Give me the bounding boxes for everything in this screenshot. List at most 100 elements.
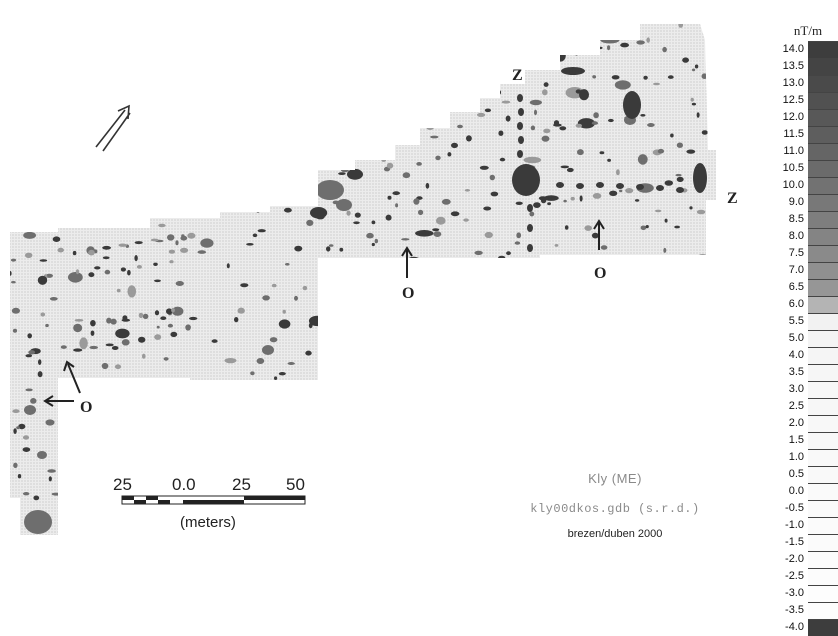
legend-value: 10.0 (782, 179, 804, 191)
anomaly-speck (40, 178, 45, 182)
anomaly-speck (62, 488, 75, 497)
anomaly-speck (686, 333, 692, 339)
anomaly-speck (644, 322, 659, 330)
anomaly-speck (418, 209, 424, 216)
anomaly-speck (169, 203, 174, 208)
anomaly-speck (691, 102, 697, 106)
anomaly-speck (208, 489, 216, 494)
anomaly-speck (166, 308, 173, 315)
anomaly-speck (63, 482, 67, 486)
anomaly-speck (155, 405, 165, 414)
anomaly-speck (615, 375, 625, 380)
anomaly-speck (328, 244, 334, 247)
anomaly-speck (419, 41, 428, 44)
anomaly-speck (646, 375, 653, 380)
anomaly-speck (274, 376, 278, 381)
anomaly-speck (331, 286, 339, 291)
anomaly-speck (265, 64, 269, 70)
anomaly-speck (27, 333, 32, 339)
anomaly-speck (650, 358, 663, 369)
legend-entry: 8.5 (770, 211, 838, 228)
anomaly-speck (89, 345, 98, 350)
anomaly-speck (88, 47, 93, 52)
anomaly-speck (301, 84, 308, 90)
anomaly-speck (464, 189, 471, 192)
anomaly-speck (542, 89, 548, 96)
anomaly-speck (117, 169, 124, 176)
anomaly-speck (187, 166, 194, 169)
anomaly-speck (667, 75, 674, 79)
anomaly-speck (705, 383, 711, 389)
anomaly-speck (549, 490, 567, 499)
anomaly-speck (192, 380, 200, 383)
anomaly-speck (180, 454, 185, 460)
anomaly-speck (60, 197, 66, 204)
anomaly-speck (358, 136, 366, 139)
anomaly-speck (211, 339, 218, 343)
scale-tick-3: 50 (286, 475, 305, 494)
anomaly-speck (465, 468, 472, 475)
anomaly-speck (72, 171, 77, 178)
anomaly-speck (448, 292, 457, 299)
anomaly-speck (447, 400, 456, 407)
anomaly-speck (608, 118, 614, 123)
anomaly-speck (286, 468, 294, 475)
anomaly-speck (569, 416, 575, 422)
anomaly-speck (149, 165, 155, 170)
anomaly-speck (114, 40, 120, 43)
anomaly-speck (311, 57, 320, 62)
anomaly-speck (664, 180, 673, 186)
anomaly-speck (140, 474, 146, 479)
anomaly-speck (445, 458, 450, 465)
anomaly-speck (505, 354, 514, 358)
anomaly-speck (170, 174, 175, 178)
anomaly-speck (401, 422, 406, 425)
anomaly-speck (693, 254, 712, 267)
anomaly-speck (514, 241, 521, 245)
anomaly-speck (632, 398, 642, 405)
anomaly-speck (363, 512, 369, 516)
anomaly-speck (430, 135, 439, 139)
legend-swatch (808, 449, 838, 466)
anomaly-speck (255, 460, 259, 466)
anomaly-speck (111, 346, 119, 350)
anomaly-speck (160, 41, 169, 46)
anomaly-speck (431, 120, 435, 126)
anomaly-speck (267, 133, 276, 136)
anomaly-speck (84, 97, 92, 102)
anomaly-speck (702, 355, 710, 361)
anomaly-speck (689, 408, 695, 413)
anomaly-speck (101, 101, 115, 114)
anomaly-speck (585, 414, 591, 420)
anomaly-speck (74, 462, 93, 469)
anomaly-speck (681, 284, 694, 291)
anomaly-speck (498, 255, 506, 260)
anomaly-speck (212, 174, 219, 180)
anomaly-speck (252, 233, 258, 238)
anomaly-speck (79, 337, 88, 350)
anomaly-speck (450, 30, 460, 40)
anomaly-speck (402, 172, 411, 179)
anomaly-speck (147, 459, 153, 465)
anomaly-speck (282, 309, 286, 314)
legend-entry: 3.5 (770, 364, 838, 381)
anomaly-speck (68, 201, 78, 208)
anomaly-speck (643, 75, 648, 80)
anomaly-speck (406, 256, 422, 266)
anomaly-speck (476, 427, 480, 432)
anomaly-speck (109, 190, 113, 195)
anomaly-speck (708, 38, 715, 42)
legend-swatch (808, 585, 838, 602)
scale-tick-0: 25 (113, 475, 132, 494)
anomaly-speck (10, 54, 15, 61)
anomaly-speck (573, 395, 580, 402)
anomaly-speck (121, 318, 130, 322)
anomaly-speck (141, 399, 148, 406)
anomaly-speck (142, 410, 146, 415)
anomaly-speck (542, 49, 551, 56)
north-arrow-icon (95, 104, 131, 152)
legend-swatch (808, 92, 838, 109)
anomaly-speck (549, 347, 559, 351)
anomaly-speck (127, 460, 132, 467)
anomaly-speck (57, 247, 64, 253)
